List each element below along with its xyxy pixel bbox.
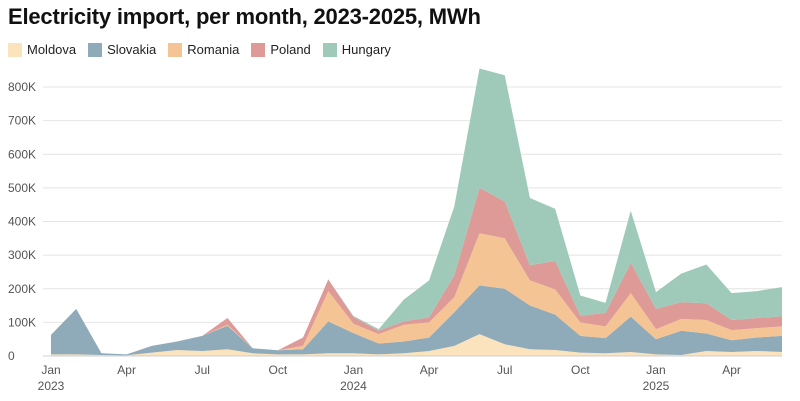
- legend-item-hungary: Hungary: [322, 42, 391, 57]
- x-tick-label: Oct: [571, 363, 590, 377]
- legend-swatch-poland: [251, 42, 266, 57]
- legend-swatch-slovakia: [88, 42, 103, 57]
- legend-item-slovakia: Slovakia: [88, 42, 156, 57]
- legend-label: Hungary: [341, 42, 391, 57]
- x-tick-label: Oct: [269, 363, 288, 377]
- x-tick-label: Jan: [41, 363, 60, 377]
- legend-label: Poland: [270, 42, 311, 57]
- area-romania: [51, 233, 782, 355]
- x-tick-year-label: 2025: [643, 379, 670, 393]
- area-poland: [51, 187, 782, 355]
- chart-legend: Moldova Slovakia Romania Poland Hungary: [8, 42, 403, 57]
- legend-label: Romania: [187, 42, 240, 57]
- y-tick-label: 500K: [8, 181, 36, 195]
- legend-item-poland: Poland: [251, 42, 311, 57]
- legend-label: Moldova: [27, 42, 77, 57]
- x-tick-label: Apr: [722, 363, 741, 377]
- legend-item-moldova: Moldova: [8, 42, 76, 57]
- area-moldova: [51, 334, 782, 356]
- x-tick-year-label: 2023: [38, 379, 65, 393]
- x-tick-label: Jul: [497, 363, 512, 377]
- legend-swatch-hungary: [322, 42, 337, 57]
- x-tick-label: Jul: [195, 363, 210, 377]
- area-hungary: [51, 68, 782, 355]
- y-tick-label: 700K: [8, 114, 36, 128]
- x-tick-label: Apr: [420, 363, 439, 377]
- x-tick-label: Jan: [344, 363, 363, 377]
- area-slovakia: [51, 285, 782, 356]
- y-tick-label: 100K: [8, 315, 36, 329]
- y-tick-label: 300K: [8, 248, 36, 262]
- y-tick-label: 400K: [8, 215, 36, 229]
- y-tick-label: 600K: [8, 147, 36, 161]
- x-tick-label: Apr: [117, 363, 136, 377]
- x-tick-label: Jan: [646, 363, 665, 377]
- y-tick-label: 0: [8, 349, 15, 363]
- legend-label: Slovakia: [107, 42, 157, 57]
- legend-swatch-moldova: [8, 42, 22, 57]
- y-tick-label: 800K: [8, 80, 36, 94]
- legend-item-romania: Romania: [168, 42, 239, 57]
- chart-title: Electricity import, per month, 2023-2025…: [8, 4, 481, 29]
- y-tick-label: 200K: [8, 282, 36, 296]
- legend-swatch-romania: [168, 42, 183, 57]
- x-tick-year-label: 2024: [340, 379, 367, 393]
